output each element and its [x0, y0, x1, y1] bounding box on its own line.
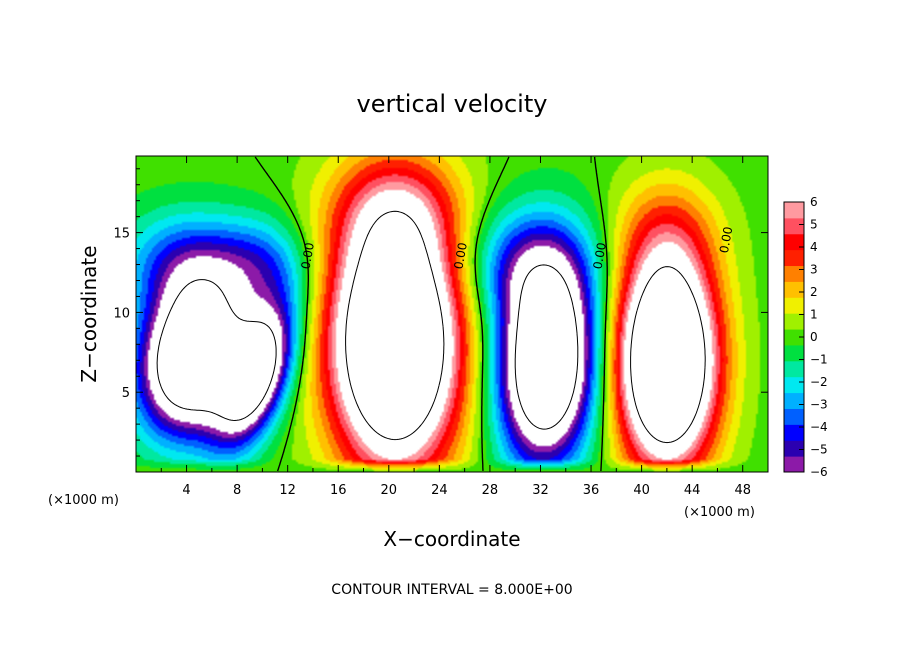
x-axis-label: X−coordinate: [383, 527, 520, 551]
colorbar-segment: [784, 376, 804, 394]
y-axis-unit: (×1000 m): [48, 493, 119, 508]
colorbar-segments: [784, 202, 804, 473]
velocity-field: [136, 156, 768, 472]
x-tick-label: 8: [233, 483, 241, 498]
x-tick-label: 12: [279, 483, 296, 498]
contour-negative: [156, 264, 579, 430]
chart-title: vertical velocity: [357, 90, 548, 118]
colorbar-segment: [784, 249, 804, 267]
x-tick-label: 4: [182, 483, 190, 498]
colorbar-segment: [784, 440, 804, 457]
colorbar-ticks: 6 5 4 3 2 1 0 −1 −2 −3 −4 −5 −6: [799, 195, 828, 479]
colorbar-segment: [784, 265, 804, 282]
y-tick-label: 15: [113, 227, 130, 242]
contour-label: 0.00: [591, 241, 609, 270]
x-axis-ticks: 4 8 12 16 20 24 28 32 36 40 44 48: [160, 156, 751, 498]
x-axis-unit: (×1000 m): [684, 505, 755, 520]
x-tick-label: 20: [381, 483, 398, 498]
y-tick-label: 10: [113, 306, 130, 321]
colorbar-segment: [784, 329, 804, 346]
plot-area: 0.00 0.00 0.000.00 4 8 12 16 20 24 28 32 36 40 44 48 …: [113, 155, 769, 498]
x-tick-label: 36: [583, 483, 600, 498]
colorbar-tick-label: −4: [810, 420, 828, 434]
contour-zero: [254, 156, 608, 472]
colorbar-segment: [784, 233, 804, 251]
x-tick-label: 24: [431, 483, 448, 498]
x-tick-label: 32: [532, 483, 549, 498]
colorbar-segment: [784, 281, 804, 298]
colorbar-segment: [784, 424, 804, 441]
contour-label: 0.00: [717, 226, 735, 255]
colorbar-tick-label: 5: [810, 218, 818, 232]
colorbar-tick-label: 0: [810, 330, 818, 344]
colorbar-tick-label: 4: [810, 240, 818, 254]
contour-label: 0.00: [299, 241, 317, 270]
x-tick-label: 40: [633, 483, 650, 498]
colorbar-tick-label: 1: [810, 308, 818, 322]
colorbar-segment: [784, 344, 804, 362]
colorbar-tick-label: −2: [810, 375, 828, 389]
colorbar-tick-label: 3: [810, 263, 818, 277]
colorbar-tick-label: 2: [810, 285, 818, 299]
contour-interval-note: CONTOUR INTERVAL = 8.000E+00: [331, 582, 572, 598]
colorbar-segment: [784, 456, 804, 473]
colorbar-segment: [784, 392, 804, 409]
x-tick-label: 28: [482, 483, 499, 498]
colorbar: 6 5 4 3 2 1 0 −1 −2 −3 −4 −5 −6: [783, 195, 828, 479]
y-axis-ticks: 5 10 15: [113, 168, 768, 457]
colorbar-segment: [784, 360, 804, 378]
colorbar-segment: [784, 313, 804, 330]
y-tick-label: 5: [122, 386, 130, 401]
contour-positive: [345, 210, 706, 444]
colorbar-tick-label: −3: [810, 398, 828, 412]
x-tick-label: 16: [330, 483, 347, 498]
contour-lines: 0.00 0.00 0.00 0.00: [156, 156, 735, 472]
colorbar-tick-label: −1: [810, 353, 828, 367]
colorbar-segment: [784, 408, 804, 425]
x-tick-label: 48: [734, 483, 751, 498]
x-tick-label: 44: [684, 483, 701, 498]
plot-frame: [135, 155, 769, 473]
colorbar-tick-label: 6: [810, 195, 818, 209]
y-axis-label: Z−coordinate: [77, 245, 101, 382]
colorbar-segment: [784, 202, 804, 219]
contour-label: 0.00: [451, 241, 469, 270]
colorbar-segment: [784, 297, 804, 314]
colorbar-tick-label: −6: [810, 465, 828, 479]
colorbar-segment: [784, 217, 804, 235]
colorbar-tick-label: −5: [810, 443, 828, 457]
